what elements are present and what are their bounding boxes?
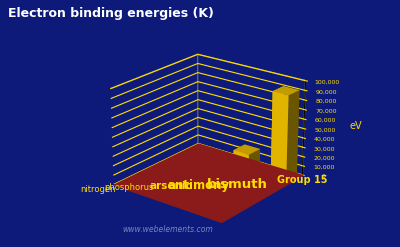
Text: www.webelements.com: www.webelements.com [123,225,213,234]
Text: Electron binding energies (K): Electron binding energies (K) [8,7,214,21]
